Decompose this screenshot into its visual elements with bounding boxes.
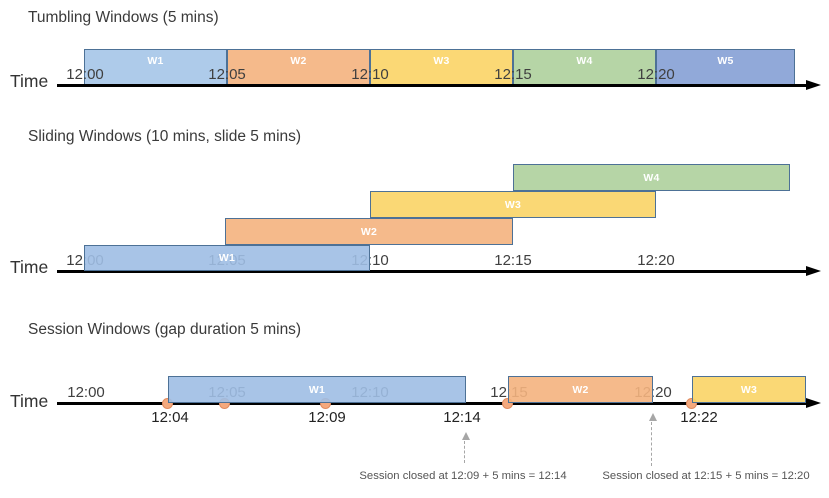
- window-box-w1: W1: [84, 245, 370, 271]
- window-label: W3: [504, 198, 522, 211]
- event-dot: [502, 398, 513, 409]
- tick-label: 12:15: [494, 66, 532, 83]
- event-time-label: 12:09: [308, 409, 346, 426]
- window-box-w5: W5: [656, 49, 795, 86]
- session-close-arrow-shaft: [464, 441, 465, 463]
- tick-label: 12:10: [351, 66, 389, 83]
- window-label: W1: [218, 252, 236, 264]
- session-section: Session Windows (gap duration 5 mins) Ti…: [0, 300, 829, 498]
- window-label: W3: [433, 55, 450, 67]
- timeline-arrowhead-icon: [806, 80, 821, 90]
- event-time-label: 12:04: [151, 409, 189, 426]
- window-label: W2: [572, 383, 589, 396]
- window-box-w2: W2: [508, 376, 653, 403]
- event-time-label: 12:22: [680, 409, 718, 426]
- tick-label: 12:00: [67, 384, 105, 401]
- window-label: W4: [643, 171, 660, 184]
- tick-label: 12:20: [637, 252, 675, 269]
- window-label: W2: [360, 225, 378, 238]
- window-box-w2: W2: [225, 218, 513, 245]
- event-dot: [162, 398, 173, 409]
- section-title-tumbling: Tumbling Windows (5 mins): [28, 9, 219, 26]
- tick-label: 12:15: [494, 252, 532, 269]
- annotation-text: Session closed at 12:15 + 5 mins = 12:20: [602, 470, 810, 482]
- tick-label: 12:20: [637, 66, 675, 83]
- time-axis-label: Time: [10, 391, 49, 411]
- window-box-w1: W1: [84, 49, 227, 86]
- tumbling-section: Tumbling Windows (5 mins) Time W1 W2 W3 …: [0, 0, 829, 115]
- time-axis-label: Time: [10, 257, 49, 277]
- window-box-w3: W3: [692, 376, 806, 403]
- window-box-w4: W4: [513, 49, 656, 86]
- window-label: W2: [290, 55, 307, 67]
- tick-label: 12:05: [208, 66, 246, 83]
- timeline: [57, 402, 808, 405]
- window-box-w2: W2: [227, 49, 370, 86]
- sliding-section: Sliding Windows (10 mins, slide 5 mins) …: [0, 115, 829, 300]
- timeline: [57, 84, 808, 87]
- window-box-w4: W4: [513, 164, 790, 191]
- window-label: W5: [717, 55, 734, 67]
- timeline-arrowhead-icon: [806, 266, 821, 276]
- section-title-sliding: Sliding Windows (10 mins, slide 5 mins): [28, 128, 302, 145]
- annotation-text: Session closed at 12:09 + 5 mins = 12:14: [359, 470, 567, 482]
- section-title-session: Session Windows (gap duration 5 mins): [28, 321, 302, 338]
- event-time-label: 12:14: [443, 409, 481, 426]
- window-label: W1: [147, 55, 164, 67]
- window-box-w3: W3: [370, 191, 656, 218]
- window-label: W1: [308, 383, 326, 396]
- window-label: W4: [576, 55, 593, 67]
- session-close-arrow-icon: [462, 432, 470, 440]
- event-dot: [686, 398, 697, 409]
- time-axis-label: Time: [10, 71, 49, 91]
- session-close-arrow-shaft: [651, 422, 652, 466]
- window-box-w1: W1: [168, 376, 466, 403]
- session-close-arrow-icon: [649, 413, 657, 421]
- timeline-arrowhead-icon: [806, 398, 821, 408]
- tick-label: 12:00: [66, 66, 104, 83]
- timeline: [57, 270, 808, 273]
- window-label: W3: [740, 383, 758, 396]
- window-box-w3: W3: [370, 49, 513, 86]
